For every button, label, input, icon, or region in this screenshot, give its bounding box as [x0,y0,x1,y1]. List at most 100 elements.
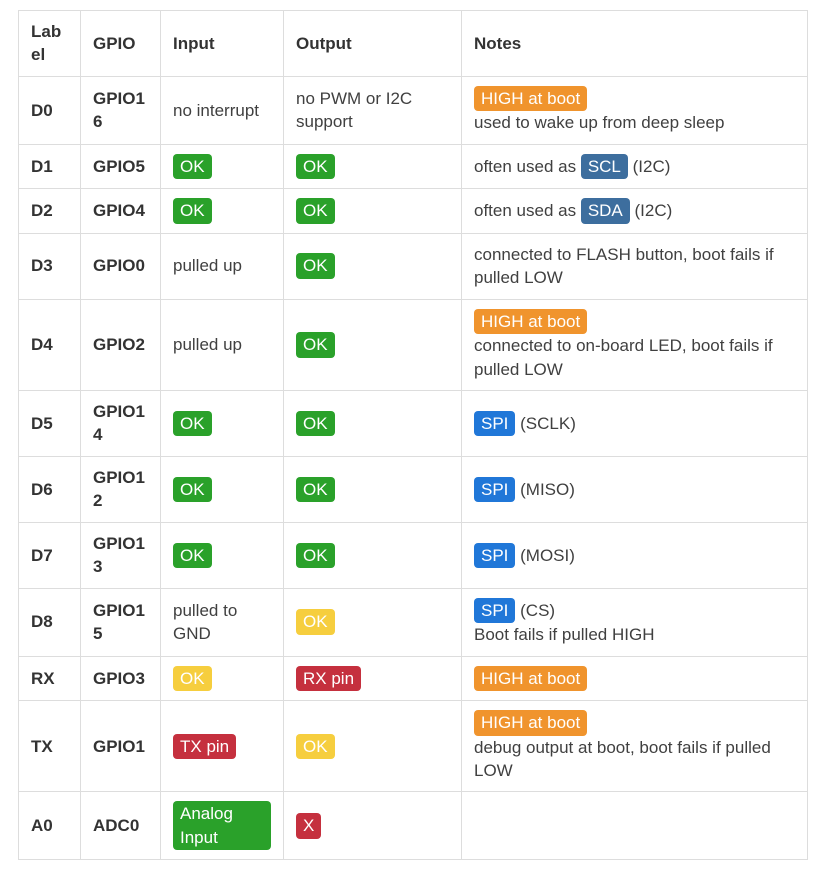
notes-cell: HIGH at boot used to wake up from deep sl… [461,75,808,145]
gpio-cell: GPIO15 [80,587,161,657]
input-cell: Analog Input [160,791,284,861]
status-badge: OK [296,609,335,635]
column-header: Label [18,10,81,77]
gpio-cell: ADC0 [80,791,161,861]
status-badge: OK [173,665,212,692]
table-row: D0 GPIO16 no interrupt no PWM or I2C suppor… [18,75,808,145]
notes-cell: often used as SDA (I2C) [461,188,808,234]
status-badge: OK [296,733,335,759]
cell-text: debug output at boot, boot fails if pull… [474,737,771,780]
label-cell: RX [18,655,81,702]
cell-text: Boot fails if pulled HIGH [474,625,655,645]
cell-text: (I2C) [627,156,671,176]
output-cell: RX pin [283,655,462,702]
notes-cell: SPI (MOSI) [461,521,808,589]
table-row: D7 GPIO13 OK OK SPI (MOSI) [18,521,808,589]
status-badge: OK [296,198,335,224]
table-row: D1 GPIO5 OK OK often used as SCL (I2C) [18,143,808,190]
notes-cell: HIGH at boot connected to on-board LED, b… [461,298,808,391]
cell-text: (MISO) [515,479,575,499]
notes-cell: connected to FLASH button, boot fails if… [461,232,808,300]
label-cell: A0 [18,791,81,861]
input-cell: pulled to GND [160,587,284,657]
output-cell: OK [283,188,462,234]
label-cell: D0 [18,75,81,145]
input-cell: pulled up [160,298,284,391]
output-cell: OK [283,587,462,657]
table-row: D8 GPIO15 pulled to GND OK SPI (CS) Boot fail… [18,587,808,657]
table-header-row: Label GPIO Input Output Notes [18,10,808,77]
gpio-cell: GPIO1 [80,700,161,793]
status-badge: SDA [580,198,630,224]
table-row: D6 GPIO12 OK OK SPI (MISO) [18,455,808,523]
gpio-cell: GPIO0 [80,232,161,300]
input-cell: TX pin [160,700,284,793]
cell-text: (SCLK) [515,413,576,433]
status-badge: OK [296,410,335,437]
status-badge: OK [173,542,212,568]
table-row: D5 GPIO14 OK OK SPI (SCLK) [18,389,808,457]
label-cell: D1 [18,143,81,190]
cell-text: pulled up [173,335,243,355]
cell-text: pulled to GND [173,600,238,644]
output-cell: OK [283,455,462,523]
cell-text: used to wake up from deep sleep [474,113,725,133]
label-cell: D4 [18,298,81,391]
status-badge: OK [173,153,212,180]
table-row: D3 GPIO0 pulled up OK connected to FLASH but… [18,232,808,300]
table-row: D2 GPIO4 OK OK often used as SDA (I2C) [18,188,808,234]
status-badge: TX pin [173,733,237,759]
notes-cell: HIGH at boot [461,655,808,702]
table-row: D4 GPIO2 pulled up OK HIGH at boot connected … [18,298,808,391]
column-header: GPIO [80,10,161,77]
status-badge: OK [296,476,335,503]
column-header: Notes [461,10,808,77]
status-badge: HIGH at boot [474,308,588,335]
output-cell: no PWM or I2C support [283,75,462,145]
notes-cell [461,791,808,861]
status-badge: SPI [474,476,516,503]
output-cell: OK [283,232,462,300]
status-badge: OK [296,253,335,279]
cell-text: (I2C) [629,201,673,221]
status-badge: HIGH at boot [474,665,588,692]
notes-cell: HIGH at boot debug output at boot, boot f… [461,700,808,793]
gpio-cell: GPIO4 [80,188,161,234]
label-cell: D8 [18,587,81,657]
output-cell: X [283,791,462,861]
status-badge: X [296,813,322,839]
label-cell: D2 [18,188,81,234]
label-cell: D5 [18,389,81,457]
cell-text: pulled up [173,256,243,276]
gpio-cell: GPIO3 [80,655,161,702]
status-badge: SPI [474,410,516,437]
status-badge: OK [173,198,212,224]
gpio-cell: GPIO16 [80,75,161,145]
status-badge: OK [173,476,212,503]
cell-text: often used as [474,201,581,221]
cell-text: (MOSI) [515,545,575,565]
status-badge: OK [296,542,335,568]
gpio-pinout-table: Label GPIO Input Output Notes D0 GPIO16 no int… [18,10,808,861]
notes-cell: SPI (MISO) [461,455,808,523]
input-cell: OK [160,188,284,234]
status-badge: RX pin [296,665,362,692]
gpio-cell: GPIO5 [80,143,161,190]
notes-cell: often used as SCL (I2C) [461,143,808,190]
status-badge: OK [296,153,335,180]
output-cell: OK [283,389,462,457]
status-badge: OK [173,410,212,437]
input-cell: pulled up [160,232,284,300]
label-cell: D7 [18,521,81,589]
input-cell: OK [160,143,284,190]
gpio-cell: GPIO14 [80,389,161,457]
status-badge: Analog Input [173,801,271,851]
output-cell: OK [283,521,462,589]
gpio-cell: GPIO2 [80,298,161,391]
output-cell: OK [283,143,462,190]
cell-text: no PWM or I2C support [296,88,413,132]
status-badge: SPI [474,597,516,624]
column-header: Output [283,10,462,77]
label-cell: D6 [18,455,81,523]
cell-text: no interrupt [173,100,259,120]
